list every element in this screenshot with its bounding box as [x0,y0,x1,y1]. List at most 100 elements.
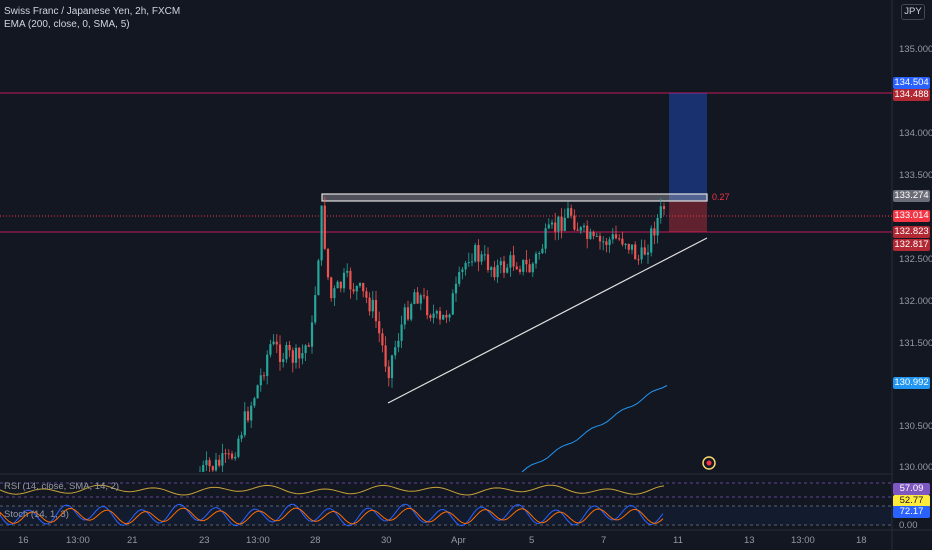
candle-body [326,248,330,278]
event-marker-dot [706,460,712,466]
candle-body [525,259,528,265]
candle-body [214,459,218,471]
candle-body [435,311,438,314]
candle-body [323,205,326,249]
candle-body [499,261,502,266]
candle-body [358,282,362,286]
candle-body [211,466,214,471]
candle-body [528,264,531,273]
candle-body [611,234,614,240]
candle-body [432,313,435,318]
support-trend-line[interactable] [387,237,708,404]
price-tick: 130.000 [899,462,932,473]
time-tick: 16 [18,535,29,546]
candle-body [477,245,480,262]
time-tick: 13:00 [791,535,815,546]
time-tick: 11 [673,535,683,546]
candle-body [342,272,346,289]
candle-body [320,205,323,261]
candle-body [608,239,611,245]
candle-body [368,297,371,312]
resistance-box[interactable] [321,193,708,202]
stoch-band-fill [0,506,892,525]
candle-body [438,311,442,320]
candle-body [384,345,387,367]
ema-price-tag: 130.992 [893,377,930,389]
price-tick: 130.500 [899,421,932,432]
candle-body [288,344,291,351]
price-tick: 134.000 [899,128,932,139]
level-price-tag: 134.488 [893,89,930,101]
stoch-d-line [0,507,664,525]
candle-body [518,269,522,272]
candle-body [416,292,419,304]
candle-body [653,228,656,236]
candle-body [656,217,659,236]
candle-body [586,225,589,239]
candle-body [278,344,282,362]
candle-body [579,227,582,231]
candle-body [566,208,570,218]
candle-body [650,228,653,253]
candle-body [202,465,205,472]
candle-body [304,345,307,354]
candle-body [445,314,448,318]
position-loss-zone[interactable] [669,201,707,232]
candle-body [218,459,221,466]
candle-body [576,229,579,231]
candle-body [547,224,550,229]
candle-body [506,267,509,273]
candle-body [250,405,253,421]
candle-body [262,375,266,377]
ema-legend[interactable]: EMA (200, close, 0, SMA, 5) [4,19,130,30]
candle-body [365,291,368,298]
candle-body [614,234,618,239]
candle-body [390,355,394,379]
rsi-line [0,484,665,496]
candle-body [397,340,400,348]
candle-body [243,411,246,436]
rsi-value-tag: 57.09 [893,483,930,495]
candles-group [198,197,666,472]
candle-body [256,385,259,399]
rsi-signal-tag: 52.77 [893,495,930,507]
candle-body [659,206,662,218]
candle-body [448,314,451,318]
position-ratio-label[interactable]: 0.27 [712,192,730,202]
candle-body [602,241,605,243]
stoch-k-line [0,503,664,527]
candle-body [563,217,566,231]
candle-body [419,295,422,304]
candle-body [461,269,464,273]
candle-body [298,347,301,359]
candle-body [205,460,208,466]
candle-body [598,235,602,242]
stoch-legend[interactable]: Stoch (14, 1, 3) [4,509,69,520]
time-tick: 13 [744,535,755,546]
candle-body [275,341,278,345]
candle-body [371,299,374,312]
rsi-legend[interactable]: RSI (14, close, SMA, 14, 2) [4,481,120,492]
price-tick: 131.500 [899,338,932,349]
candle-body [230,453,234,459]
candle-body [627,243,630,250]
candle-body [266,354,269,377]
time-tick: 7 [601,535,607,546]
candle-body [634,244,637,260]
position-profit-zone[interactable] [669,93,707,201]
candle-body [502,261,506,273]
candle-body [496,265,499,278]
candle-body [490,267,493,270]
currency-button[interactable]: JPY [901,4,925,20]
candle-body [458,272,461,284]
candle-body [349,270,352,290]
candle-body [269,344,272,355]
candle-body [595,235,598,237]
candle-body [560,216,563,231]
price-tick: 132.500 [899,254,932,265]
symbol-legend[interactable]: Swiss Franc / Japanese Yen, 2h, FXCM [4,6,181,17]
time-tick: 13:00 [66,535,90,546]
candle-body [317,260,320,296]
